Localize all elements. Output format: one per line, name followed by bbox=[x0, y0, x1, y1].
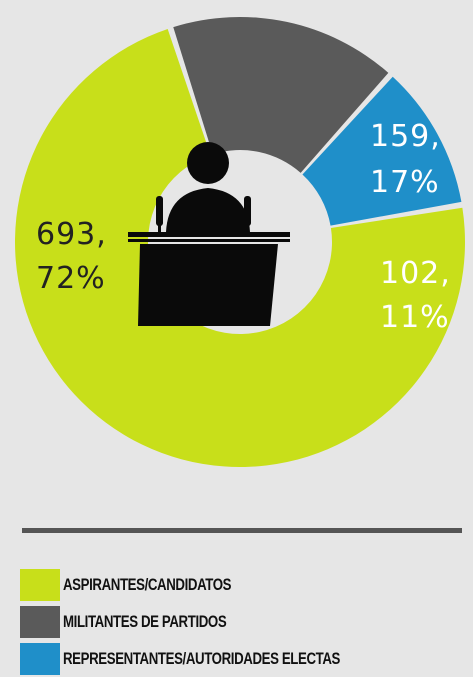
divider-line bbox=[22, 528, 462, 533]
slice-percent-label: 11% bbox=[380, 300, 450, 335]
legend: ASPIRANTES/CANDIDATOS MILITANTES DE PART… bbox=[20, 566, 418, 677]
donut-slice bbox=[173, 17, 389, 173]
legend-label: MILITANTES DE PARTIDOS bbox=[63, 611, 227, 631]
donut-slices bbox=[15, 17, 466, 467]
slice-value-label: 693, bbox=[36, 217, 107, 252]
legend-item-militantes: MILITANTES DE PARTIDOS bbox=[20, 603, 418, 640]
donut-slice bbox=[302, 76, 462, 226]
legend-label: REPRESENTANTES/AUTORIDADES ELECTAS bbox=[63, 648, 341, 668]
legend-swatch bbox=[20, 642, 60, 675]
legend-item-representantes: REPRESENTANTES/AUTORIDADES ELECTAS bbox=[20, 640, 418, 677]
slice-labels: 693, 72% 159, 17% 102, 11% bbox=[36, 119, 451, 335]
donut-chart: 693, 72% 159, 17% 102, 11% bbox=[15, 17, 466, 467]
legend-item-aspirantes: ASPIRANTES/CANDIDATOS bbox=[20, 566, 418, 603]
slice-value-label: 102, bbox=[380, 256, 451, 291]
donut-slice bbox=[15, 28, 466, 467]
slice-percent-label: 17% bbox=[370, 165, 440, 200]
legend-label: ASPIRANTES/CANDIDATOS bbox=[63, 574, 232, 594]
speaker-at-podium-icon bbox=[128, 142, 290, 326]
legend-swatch bbox=[20, 605, 60, 638]
slice-percent-label: 72% bbox=[36, 261, 106, 296]
slice-value-label: 159, bbox=[370, 119, 441, 154]
legend-swatch bbox=[20, 568, 60, 601]
